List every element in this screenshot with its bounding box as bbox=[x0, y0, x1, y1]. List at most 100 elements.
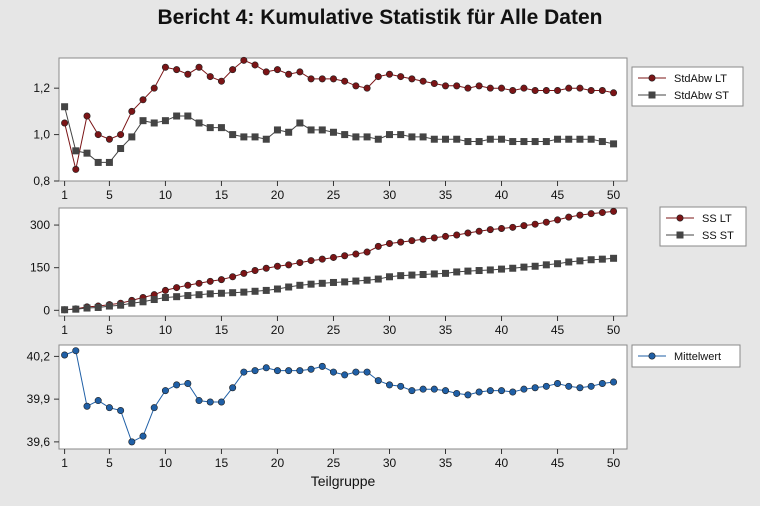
stdabw-st-marker bbox=[195, 119, 203, 127]
mittelwert-marker bbox=[150, 404, 158, 412]
ss-lt-marker bbox=[464, 229, 472, 237]
mittelwert-marker bbox=[576, 384, 584, 392]
stdabw-x-tick-label: 25 bbox=[327, 188, 341, 202]
mittelwert-marker bbox=[520, 385, 528, 393]
ss-lt-marker bbox=[498, 224, 506, 232]
ss-st-marker bbox=[262, 286, 270, 294]
ss-st-marker bbox=[341, 278, 349, 286]
ss-x-tick-label: 1 bbox=[61, 323, 68, 337]
ss-st-marker bbox=[117, 301, 125, 309]
mittelwert-x-tick-label: 40 bbox=[495, 456, 509, 470]
ss-st-marker bbox=[307, 280, 315, 288]
ss-x-tick-label: 30 bbox=[383, 323, 397, 337]
ss-st-marker bbox=[161, 294, 169, 302]
stdabw-lt-marker bbox=[285, 70, 293, 78]
stdabw-st-marker bbox=[374, 135, 382, 143]
ss-st-marker bbox=[206, 290, 214, 298]
mittelwert-marker bbox=[374, 377, 382, 385]
stdabw-lt-marker bbox=[329, 75, 337, 83]
ss-st-marker bbox=[195, 291, 203, 299]
mittelwert-marker bbox=[318, 362, 326, 370]
mittelwert-marker bbox=[509, 388, 517, 396]
ss-lt-marker bbox=[374, 242, 382, 250]
stdabw-lt-marker bbox=[352, 82, 360, 90]
ss-st-marker bbox=[217, 289, 225, 297]
stdabw-lt-legend-label: StdAbw LT bbox=[674, 73, 727, 85]
stdabw-st-marker bbox=[453, 135, 461, 143]
stdabw-lt-marker bbox=[217, 77, 225, 85]
mittelwert-marker bbox=[363, 368, 371, 376]
stdabw-st-marker bbox=[150, 119, 158, 127]
stdabw-st-marker bbox=[419, 133, 427, 141]
mittelwert-marker bbox=[161, 387, 169, 395]
ss-lt-marker bbox=[419, 235, 427, 243]
ss-lt-marker bbox=[565, 213, 573, 221]
ss-st-marker bbox=[419, 271, 427, 279]
stdabw-st-marker bbox=[229, 131, 237, 139]
stdabw-lt-marker bbox=[374, 73, 382, 81]
mittelwert-x-tick-label: 5 bbox=[106, 456, 113, 470]
mittelwert-marker bbox=[61, 351, 69, 359]
stdabw-lt-marker bbox=[363, 84, 371, 92]
mittelwert-marker bbox=[307, 365, 315, 373]
stdabw-lt-marker bbox=[498, 84, 506, 92]
stdabw-st-marker bbox=[464, 138, 472, 146]
ss-st-marker bbox=[128, 299, 136, 307]
ss-lt-marker bbox=[554, 216, 562, 224]
ss-st-marker bbox=[240, 288, 248, 296]
ss-st-marker bbox=[486, 266, 494, 274]
mittelwert-marker bbox=[128, 438, 136, 446]
mittelwert-marker bbox=[453, 389, 461, 397]
mittelwert-x-tick-label: 30 bbox=[383, 456, 397, 470]
mittelwert-marker bbox=[554, 379, 562, 387]
mittelwert-x-tick-label: 15 bbox=[215, 456, 229, 470]
mittelwert-marker bbox=[262, 364, 270, 372]
mittelwert-x-tick-label: 20 bbox=[271, 456, 285, 470]
mittelwert-marker bbox=[442, 387, 450, 395]
stdabw-lt-marker bbox=[128, 107, 136, 115]
ss-lt-marker bbox=[576, 211, 584, 219]
stdabw-st-marker bbox=[262, 135, 270, 143]
stdabw-lt-marker bbox=[453, 82, 461, 90]
ss-st-marker bbox=[554, 260, 562, 268]
ss-x-tick-label: 35 bbox=[439, 323, 453, 337]
stdabw-x-tick-label: 20 bbox=[271, 188, 285, 202]
stdabw-lt-marker bbox=[385, 70, 393, 78]
ss-lt-legend-marker bbox=[676, 214, 684, 222]
mittelwert-marker bbox=[273, 367, 281, 375]
mittelwert-x-tick-label: 25 bbox=[327, 456, 341, 470]
stdabw-x-tick-label: 10 bbox=[159, 188, 173, 202]
ss-st-marker bbox=[150, 296, 158, 304]
stdabw-st-marker bbox=[576, 135, 584, 143]
stdabw-st-marker bbox=[486, 135, 494, 143]
stdabw-st-marker bbox=[217, 124, 225, 132]
mittelwert-marker bbox=[94, 397, 102, 405]
ss-x-tick-label: 50 bbox=[607, 323, 621, 337]
stdabw-st-marker bbox=[598, 138, 606, 146]
stdabw-lt-marker bbox=[307, 75, 315, 83]
stdabw-legend-box bbox=[631, 66, 744, 107]
stdabw-lt-marker bbox=[251, 61, 259, 69]
mittelwert-legend-marker bbox=[648, 352, 656, 360]
ss-lt-marker bbox=[408, 237, 416, 245]
stdabw-x-tick-label: 5 bbox=[106, 188, 113, 202]
ss-st-marker bbox=[397, 272, 405, 280]
mittelwert-marker bbox=[285, 367, 293, 375]
stdabw-lt-marker bbox=[576, 84, 584, 92]
stdabw-lt-marker bbox=[554, 86, 562, 94]
ss-lt-marker bbox=[598, 209, 606, 217]
report-title: Bericht 4: Kumulative Statistik für Alle… bbox=[157, 6, 603, 29]
stdabw-st-marker bbox=[273, 126, 281, 134]
ss-lt-marker bbox=[397, 238, 405, 246]
ss-st-marker bbox=[576, 257, 584, 265]
ss-lt-marker bbox=[307, 257, 315, 265]
ss-st-marker bbox=[229, 289, 237, 297]
ss-st-marker bbox=[363, 276, 371, 284]
stdabw-lt-marker bbox=[117, 131, 125, 139]
mittelwert-legend: Mittelwert bbox=[631, 344, 741, 368]
mittelwert-marker bbox=[296, 367, 304, 375]
stdabw-lt-marker bbox=[139, 96, 147, 104]
ss-st-marker bbox=[374, 275, 382, 283]
